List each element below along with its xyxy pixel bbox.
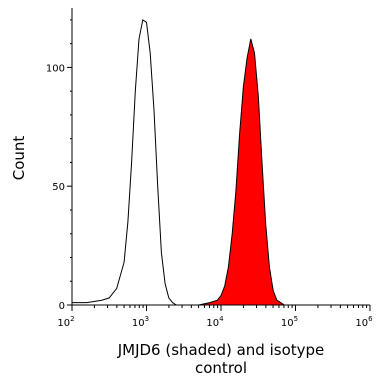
y-tick-label: 50: [52, 182, 65, 193]
series-0-line: [72, 19, 370, 306]
x-axis-title-line-1: JMJD6 (shaded) and isotype: [117, 341, 325, 359]
x-tick-label: 106: [355, 315, 373, 329]
x-tick-label: 105: [281, 315, 298, 329]
y-axis-title: Count: [10, 136, 28, 181]
x-tick-label: 102: [57, 315, 74, 329]
x-tick-label: 103: [132, 315, 149, 329]
x-tick-label: 104: [206, 315, 224, 329]
y-tick-label: 0: [59, 301, 65, 312]
series-1-area: [72, 38, 370, 306]
ticks-layer: 102 103 104 105 106 0 50 100: [46, 19, 373, 329]
y-tick-label: 100: [46, 63, 65, 74]
series-layer: [72, 19, 370, 306]
x-axis-title-line-2: control: [195, 359, 247, 377]
series-1-line: [72, 38, 370, 306]
axes: [71, 8, 370, 306]
